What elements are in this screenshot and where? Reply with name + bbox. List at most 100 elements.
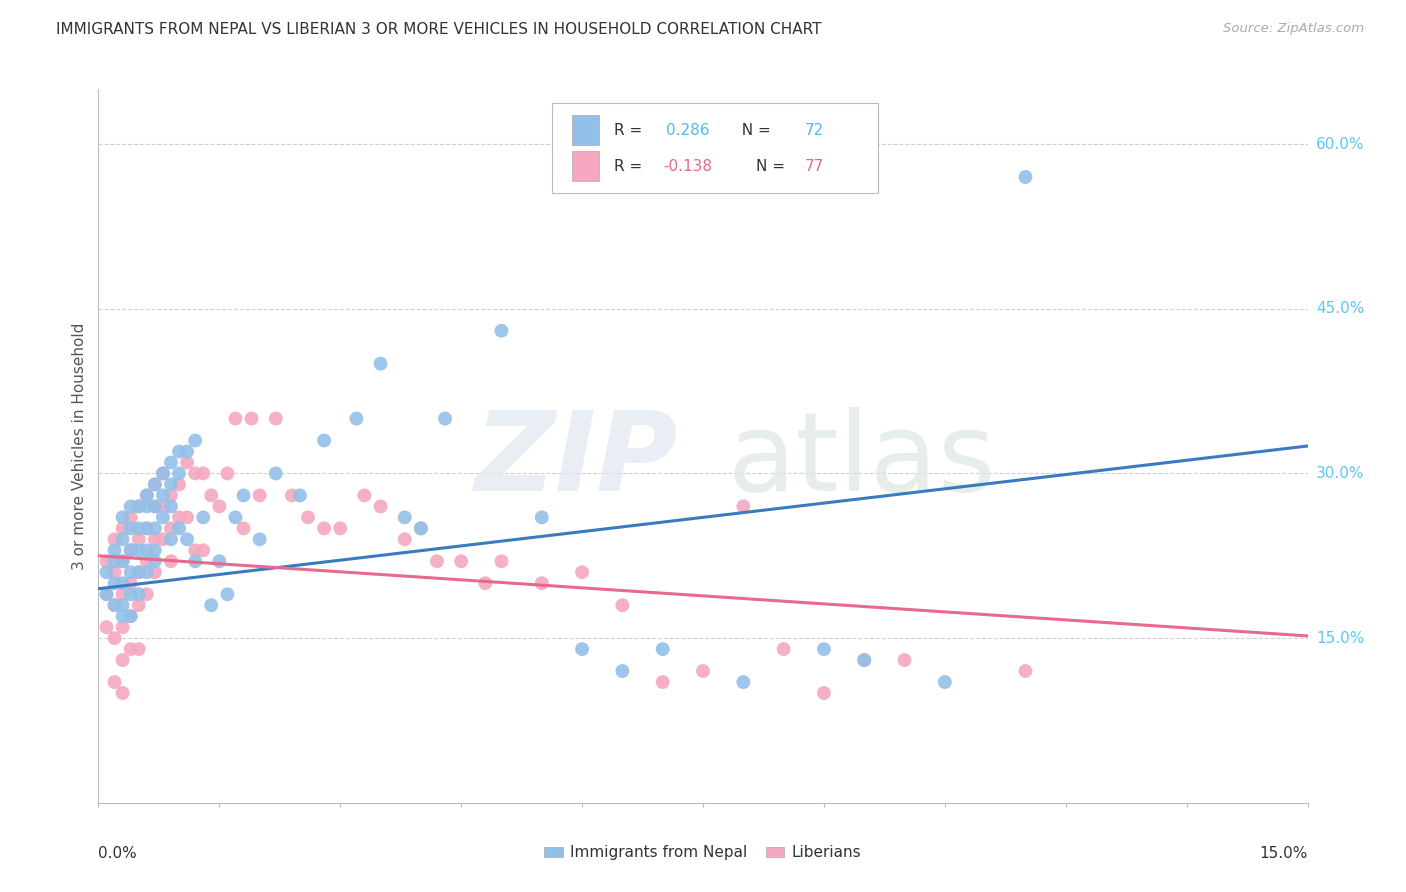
Point [329,521,352,535]
Text: 30.0%: 30.0% [1316,466,1364,481]
Point [370,357,392,371]
Point [120,521,142,535]
Point [120,543,142,558]
Point [143,533,166,547]
Point [143,521,166,535]
Point [167,444,190,458]
Y-axis label: 3 or more Vehicles in Household: 3 or more Vehicles in Household [72,322,87,570]
Point [571,566,593,580]
Point [893,653,915,667]
Point [474,576,496,591]
Text: 77: 77 [804,159,824,174]
Point [96,620,118,634]
Point [96,587,118,601]
Point [143,566,166,580]
Point [651,642,673,657]
Point [651,675,673,690]
Point [111,653,134,667]
Point [152,467,174,481]
Point [143,500,166,514]
Point [224,510,246,524]
Point [934,675,956,690]
Point [96,566,118,580]
Point [176,510,198,524]
Bar [572,151,599,181]
Point [167,510,190,524]
Point [200,598,222,612]
Text: 15.0%: 15.0% [1260,846,1308,861]
Text: N =: N = [733,122,776,137]
Point [128,642,150,657]
Legend: Immigrants from Nepal, Liberians: Immigrants from Nepal, Liberians [538,839,868,866]
Point [288,488,311,502]
Point [160,477,183,491]
Point [217,587,239,601]
Point [120,510,142,524]
Point [128,521,150,535]
Point [128,533,150,547]
Point [167,477,190,491]
Point [160,533,183,547]
Point [249,488,271,502]
Point [224,411,246,425]
Point [167,521,190,535]
Point [232,521,254,535]
Point [370,500,392,514]
Point [103,576,125,591]
Point [135,554,157,568]
Point [135,521,157,535]
Point [120,576,142,591]
Point [853,653,876,667]
Point [135,488,157,502]
Point [314,521,336,535]
Point [344,411,367,425]
Text: Source: ZipAtlas.com: Source: ZipAtlas.com [1223,22,1364,36]
Point [120,587,142,601]
Point [128,587,150,601]
Point [232,488,254,502]
Point [853,653,876,667]
Text: 0.286: 0.286 [665,122,709,137]
Text: 60.0%: 60.0% [1316,136,1364,152]
Point [120,543,142,558]
Point [135,488,157,502]
Text: 0.0%: 0.0% [98,846,138,861]
Point [612,664,634,678]
Point [491,554,513,568]
Point [120,609,142,624]
Point [120,500,142,514]
Point [111,554,134,568]
Point [176,455,198,469]
Point [135,566,157,580]
Text: 15.0%: 15.0% [1316,631,1364,646]
Point [813,686,835,700]
Point [1014,664,1036,678]
Point [96,554,118,568]
Point [409,521,432,535]
Point [434,411,457,425]
Point [128,500,150,514]
Point [111,620,134,634]
Point [143,500,166,514]
Point [208,554,231,568]
Point [217,467,239,481]
Point [264,467,287,481]
Point [135,521,157,535]
Point [103,598,125,612]
Point [143,554,166,568]
Point [103,566,125,580]
Point [409,521,432,535]
Text: N =: N = [756,159,790,174]
Point [103,631,125,645]
Point [111,533,134,547]
Point [184,554,207,568]
Point [184,543,207,558]
Point [103,675,125,690]
Point [1014,169,1036,184]
Point [152,500,174,514]
Point [813,642,835,657]
Text: 72: 72 [804,122,824,137]
Point [111,576,134,591]
Point [111,598,134,612]
Point [135,500,157,514]
